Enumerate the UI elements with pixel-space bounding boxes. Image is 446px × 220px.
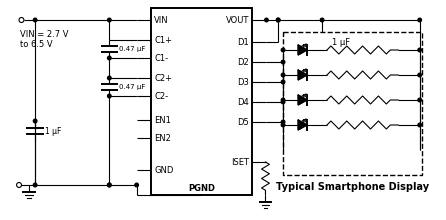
Text: 0.47 μF: 0.47 μF [119, 84, 145, 90]
Text: D1: D1 [237, 37, 249, 46]
Bar [283, 32, 421, 175]
Circle shape [418, 98, 421, 102]
Circle shape [135, 183, 138, 187]
Circle shape [281, 73, 285, 77]
Polygon shape [298, 70, 307, 80]
Circle shape [33, 18, 37, 22]
Circle shape [281, 80, 285, 84]
Circle shape [277, 18, 280, 22]
Text: C1+: C1+ [154, 35, 172, 44]
Polygon shape [298, 95, 307, 105]
Circle shape [107, 56, 111, 60]
Text: VOUT: VOUT [226, 15, 249, 24]
Circle shape [107, 94, 111, 98]
Circle shape [107, 183, 111, 187]
Text: 1 μF: 1 μF [332, 37, 350, 46]
Circle shape [281, 100, 285, 104]
Text: VIN: VIN [154, 15, 169, 24]
Text: EN1: EN1 [154, 116, 171, 125]
Text: ISET: ISET [231, 158, 249, 167]
Text: PGND: PGND [188, 183, 215, 192]
Circle shape [418, 123, 421, 127]
Circle shape [33, 183, 37, 187]
Text: C2-: C2- [154, 92, 168, 101]
Circle shape [281, 120, 285, 124]
Circle shape [281, 98, 285, 102]
Circle shape [107, 183, 111, 187]
Text: D4: D4 [237, 97, 249, 106]
Circle shape [107, 76, 111, 80]
Text: VIN = 2.7 V
to 6.5 V: VIN = 2.7 V to 6.5 V [20, 30, 68, 50]
Text: D3: D3 [237, 77, 249, 86]
Text: D2: D2 [237, 57, 249, 66]
Bar [151, 8, 252, 195]
Text: GND: GND [154, 165, 173, 174]
Circle shape [418, 18, 421, 22]
Polygon shape [298, 120, 307, 130]
Text: D5: D5 [237, 117, 249, 126]
Circle shape [19, 18, 24, 22]
Text: 0.47 μF: 0.47 μF [119, 46, 145, 52]
Circle shape [418, 48, 421, 52]
Text: Typical Smartphone Display: Typical Smartphone Display [276, 182, 429, 192]
Circle shape [107, 18, 111, 22]
Circle shape [265, 18, 268, 22]
Circle shape [281, 60, 285, 64]
Text: C2+: C2+ [154, 73, 172, 82]
Circle shape [418, 73, 421, 77]
Circle shape [17, 183, 21, 187]
Text: 1 μF: 1 μF [45, 126, 61, 136]
Polygon shape [298, 45, 307, 55]
Circle shape [281, 48, 285, 52]
Text: EN2: EN2 [154, 134, 171, 143]
Circle shape [33, 119, 37, 123]
Text: C1-: C1- [154, 53, 168, 62]
Circle shape [281, 123, 285, 127]
Circle shape [320, 18, 324, 22]
Circle shape [277, 18, 280, 22]
